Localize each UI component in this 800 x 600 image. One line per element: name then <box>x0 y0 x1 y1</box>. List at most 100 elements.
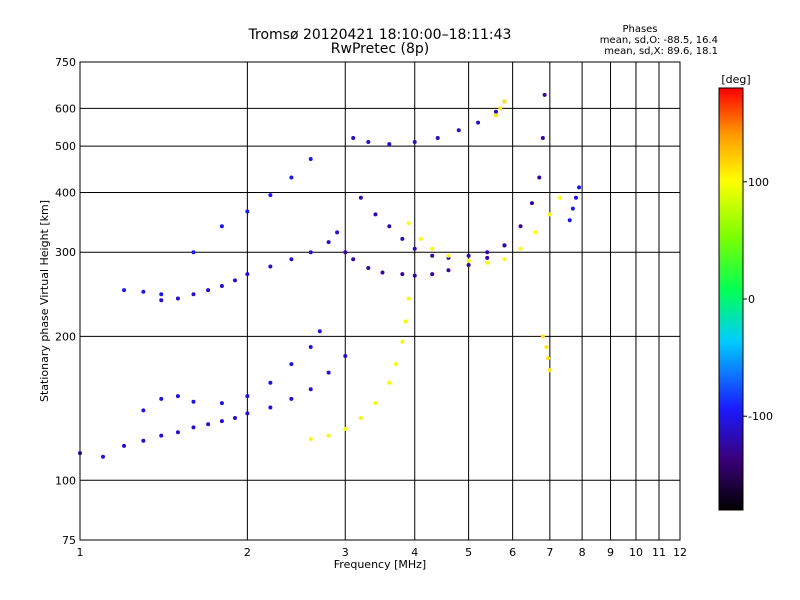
data-point <box>101 454 106 459</box>
y-tick-label: 500 <box>55 140 76 153</box>
data-point <box>191 250 196 255</box>
colorbar-label: [deg] <box>721 73 750 86</box>
data-point <box>400 236 405 241</box>
colorbar-tick-label: 100 <box>748 176 769 189</box>
data-point <box>219 283 224 288</box>
y-axis-label: Stationary phase Virtual Height [km] <box>38 200 51 402</box>
data-point <box>141 438 146 443</box>
data-point <box>387 142 392 147</box>
data-point <box>400 339 405 344</box>
data-point <box>547 368 552 373</box>
x-axis-label: Frequency [MHz] <box>334 558 426 571</box>
data-point <box>245 272 250 277</box>
data-point <box>191 425 196 430</box>
x-tick-label: 12 <box>673 546 687 559</box>
data-point <box>268 264 273 269</box>
x-tick-label: 6 <box>509 546 516 559</box>
data-point <box>557 195 562 200</box>
data-point <box>466 253 471 258</box>
data-point <box>446 268 451 273</box>
data-point <box>406 296 411 301</box>
data-point <box>289 396 294 401</box>
x-minor-tick-label: 11 <box>652 546 666 559</box>
data-point <box>358 195 363 200</box>
data-point <box>380 270 385 275</box>
data-point <box>412 140 417 145</box>
data-point <box>540 136 545 141</box>
data-point <box>308 157 313 162</box>
data-point <box>430 272 435 277</box>
data-point <box>289 175 294 180</box>
data-point <box>219 419 224 424</box>
data-point <box>430 246 435 251</box>
data-point <box>122 443 127 448</box>
x-tick-label: 1 <box>77 546 84 559</box>
data-point <box>191 399 196 404</box>
data-point <box>175 296 180 301</box>
data-point <box>412 246 417 251</box>
data-point <box>232 415 237 420</box>
x-minor-tick-label: 7 <box>546 546 553 559</box>
data-point <box>366 140 371 145</box>
data-point <box>268 405 273 410</box>
data-point <box>358 415 363 420</box>
data-point <box>122 288 127 293</box>
data-point <box>393 362 398 367</box>
data-point <box>308 345 313 350</box>
data-point <box>533 230 538 235</box>
x-axis-ticks: 1 2 4 6 8 10 123 5 7 9 11 <box>77 546 688 559</box>
x-tick-label: 2 <box>244 546 251 559</box>
data-point <box>418 236 423 241</box>
data-point <box>343 250 348 255</box>
y-tick-label: 600 <box>55 102 76 115</box>
data-point <box>412 273 417 278</box>
data-point <box>493 109 498 114</box>
plot-frame <box>79 61 681 541</box>
data-point <box>529 201 534 206</box>
y-tick-label: 300 <box>55 246 76 259</box>
data-point <box>498 106 503 111</box>
data-point <box>289 362 294 367</box>
data-point <box>542 92 547 97</box>
data-point <box>351 257 356 262</box>
data-point <box>430 253 435 258</box>
data-point <box>502 99 507 104</box>
x-minor-tick-label: 3 <box>342 546 349 559</box>
data-point <box>446 253 451 258</box>
data-point <box>577 185 582 190</box>
data-point <box>245 411 250 416</box>
data-point <box>466 258 471 263</box>
y-tick-label: 75 <box>62 534 76 547</box>
colorbar-tick-label: 0 <box>748 293 755 306</box>
data-point <box>141 289 146 294</box>
data-point <box>175 394 180 399</box>
data-point <box>326 370 331 375</box>
data-point <box>219 224 224 229</box>
data-point <box>387 380 392 385</box>
data-point <box>518 224 523 229</box>
data-point <box>335 230 340 235</box>
x-tick-label: 10 <box>629 546 643 559</box>
colorbar-ticks: 100 0 -100 <box>743 176 773 423</box>
colorbar: [deg] 100 0 -100 <box>718 73 773 511</box>
y-tick-label: 200 <box>55 330 76 343</box>
data-point <box>387 224 392 229</box>
data-point <box>485 260 490 265</box>
data-point <box>373 212 378 217</box>
x-minor-tick-label: 5 <box>465 546 472 559</box>
data-point <box>175 430 180 435</box>
colorbar-gradient <box>718 87 744 511</box>
data-point <box>289 257 294 262</box>
data-point <box>502 243 507 248</box>
data-point <box>476 120 481 125</box>
data-point <box>502 257 507 262</box>
data-point <box>206 422 211 427</box>
data-point <box>159 298 164 303</box>
data-point <box>206 288 211 293</box>
y-axis-ticks: 75 100 200 300 400 500 600 750 <box>55 56 76 547</box>
data-point <box>191 292 196 297</box>
data-point <box>245 209 250 214</box>
data-points <box>78 92 582 459</box>
data-point <box>308 250 313 255</box>
